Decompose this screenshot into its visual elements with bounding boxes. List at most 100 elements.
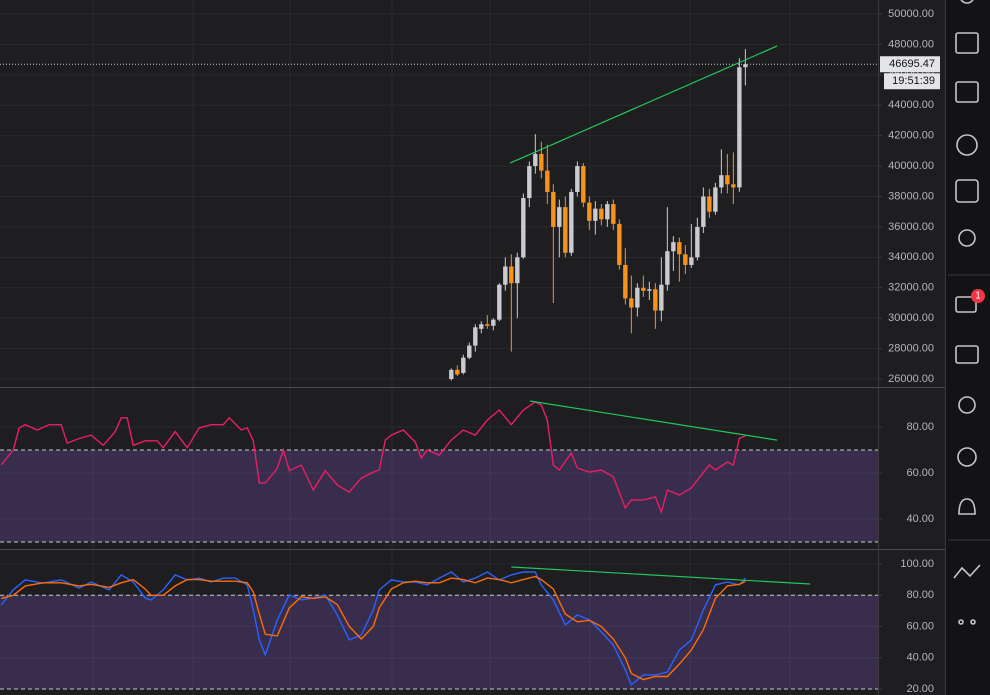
icon-ideas[interactable] [958, 229, 976, 247]
icon-news[interactable] [955, 32, 979, 54]
y-tick-label: 36000.00 [888, 221, 934, 233]
candle-body [665, 251, 670, 285]
series-line [1, 575, 746, 681]
candle-body [677, 242, 682, 255]
badge-background [971, 289, 985, 303]
countdown-label: 19:51:39 [892, 75, 935, 87]
y-tick-label: 20.00 [906, 683, 934, 695]
candle-body [599, 208, 604, 220]
icon-trends[interactable] [953, 564, 981, 579]
candle-body [467, 345, 472, 358]
candle-body [719, 175, 724, 188]
candle-body [545, 170, 550, 192]
icon-notifications[interactable] [958, 498, 976, 515]
y-tick-label: 26000.00 [888, 373, 934, 385]
y-tick-label: 38000.00 [888, 190, 934, 202]
icon-settings[interactable] [960, 0, 974, 4]
chart-background [0, 0, 945, 695]
candle-body [743, 64, 748, 68]
icon-broadcast[interactable] [957, 447, 977, 467]
icon-streams[interactable] [958, 396, 976, 414]
series-line [0, 571, 746, 687]
y-tick-label: 40.00 [906, 513, 934, 525]
candle-body [515, 257, 520, 284]
y-tick-label: 60.00 [906, 467, 934, 479]
candle-body [731, 184, 736, 188]
candle-body [569, 191, 574, 253]
candle-body [551, 191, 556, 227]
candle-body [449, 369, 454, 380]
candle-body [539, 153, 544, 171]
candle-body [707, 196, 712, 212]
candle-body [611, 204, 616, 224]
candle-body [623, 264, 628, 299]
candle-body [695, 226, 700, 258]
candle-body [713, 187, 718, 212]
y-tick-label: 30000.00 [888, 312, 934, 324]
sidebar-background [945, 0, 990, 695]
icon-alerts-clock[interactable] [956, 134, 978, 156]
candle-body [557, 207, 562, 227]
band-fill [0, 595, 878, 689]
candle-body [647, 289, 652, 291]
candle-body [581, 166, 586, 203]
candle-body [587, 202, 592, 221]
candle-body [617, 223, 622, 265]
countdown-box [884, 73, 940, 90]
y-tick-label: 32000.00 [888, 282, 934, 294]
sidebar: 1 [945, 0, 990, 695]
candle-body [635, 287, 640, 308]
candle-body [533, 153, 538, 167]
y-tick-label: 80.00 [906, 589, 934, 601]
y-tick-label: 80.00 [906, 421, 934, 433]
candle-body [509, 266, 514, 284]
y-tick-label: 48000.00 [888, 38, 934, 50]
trend-line [529, 400, 778, 441]
candle-body [683, 254, 688, 265]
y-tick-label: 34000.00 [888, 251, 934, 263]
y-tick-label: 42000.00 [888, 130, 934, 142]
series-line [0, 401, 746, 515]
candle-body [503, 266, 508, 285]
y-tick-label: 40.00 [906, 652, 934, 664]
candle-body [701, 196, 706, 227]
y-tick-label: 50000.00 [888, 8, 934, 20]
last-price-label: 46695.47 [889, 58, 935, 70]
y-tick-label: 100.00 [900, 558, 934, 570]
candle-body [491, 319, 496, 326]
candle-body [593, 208, 598, 221]
y-tick-label: 28000.00 [888, 342, 934, 354]
band-fill [0, 450, 878, 543]
icon-calendar[interactable] [955, 179, 979, 203]
candle-body [653, 289, 658, 311]
candle-body [461, 357, 466, 373]
candle-body [455, 369, 460, 375]
candle-body [641, 287, 646, 291]
trend-line [511, 566, 811, 585]
candle-body [725, 175, 730, 185]
time-grid [92, 0, 791, 695]
candle-body [629, 298, 634, 308]
candle-body [575, 166, 580, 192]
candle-body [527, 166, 532, 199]
y-tick-label: 60.00 [906, 620, 934, 632]
icon-messages[interactable] [955, 345, 979, 364]
icon-watchlist[interactable] [955, 81, 979, 103]
candle-body [563, 207, 568, 253]
candle-body [497, 284, 502, 320]
candle-body [473, 327, 478, 346]
y-tick-label: 40000.00 [888, 160, 934, 172]
icon-more[interactable] [970, 619, 976, 625]
candle-body [671, 242, 676, 252]
badge-count: 1 [975, 291, 981, 302]
trend-line [509, 45, 778, 164]
icon-chat[interactable] [955, 296, 977, 313]
candle-body [605, 204, 610, 220]
candle-body [659, 284, 664, 311]
last-price-box [880, 56, 940, 73]
candle-body [485, 324, 490, 326]
candle-body [689, 257, 694, 265]
icon-more[interactable] [958, 619, 964, 625]
